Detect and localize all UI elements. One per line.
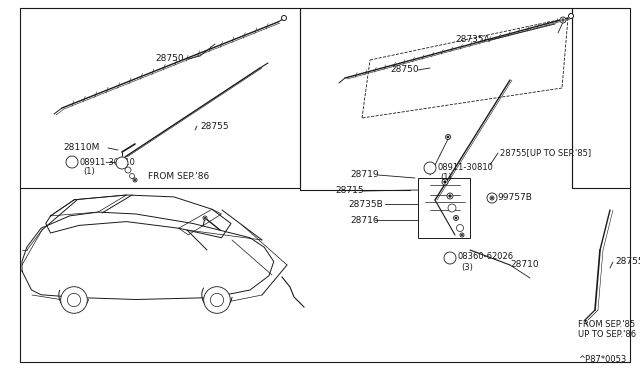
Text: 08911-30810: 08911-30810 <box>438 163 494 172</box>
Circle shape <box>444 181 446 183</box>
Circle shape <box>134 179 136 181</box>
Text: 28110M: 28110M <box>63 143 99 152</box>
Text: 28710: 28710 <box>510 260 539 269</box>
Circle shape <box>211 294 223 307</box>
Circle shape <box>203 216 207 220</box>
Text: 08360-62026: 08360-62026 <box>458 252 514 261</box>
Circle shape <box>204 217 206 219</box>
Circle shape <box>120 161 124 164</box>
Circle shape <box>487 193 497 203</box>
Circle shape <box>118 160 125 167</box>
Circle shape <box>116 157 128 169</box>
Text: FROM SEP.'85: FROM SEP.'85 <box>578 320 635 329</box>
Circle shape <box>125 167 131 173</box>
Text: N: N <box>428 166 432 170</box>
Text: 28755: 28755 <box>615 257 640 266</box>
Circle shape <box>460 233 464 237</box>
Circle shape <box>448 204 456 212</box>
Circle shape <box>282 16 287 20</box>
Text: 99757B: 99757B <box>497 193 532 202</box>
Text: UP TO SEP.'86: UP TO SEP.'86 <box>578 330 636 339</box>
Text: 28755: 28755 <box>200 122 228 131</box>
Circle shape <box>563 19 564 20</box>
Circle shape <box>449 195 451 198</box>
Circle shape <box>447 136 449 138</box>
Circle shape <box>461 234 463 236</box>
Circle shape <box>204 287 230 313</box>
Text: (3): (3) <box>461 263 473 272</box>
Circle shape <box>490 196 494 200</box>
Text: S: S <box>448 256 452 260</box>
Circle shape <box>424 162 436 174</box>
Circle shape <box>447 193 453 199</box>
Text: FROM SEP.'86: FROM SEP.'86 <box>148 172 209 181</box>
Text: 28750: 28750 <box>155 54 184 63</box>
Circle shape <box>454 215 458 221</box>
Circle shape <box>61 287 87 313</box>
Circle shape <box>562 19 564 21</box>
Circle shape <box>568 13 573 19</box>
Circle shape <box>442 179 448 185</box>
Text: 28750: 28750 <box>390 65 419 74</box>
Circle shape <box>444 252 456 264</box>
Circle shape <box>67 294 81 307</box>
Circle shape <box>456 224 463 231</box>
Text: 28735B: 28735B <box>348 200 383 209</box>
Text: (1): (1) <box>440 173 452 182</box>
Circle shape <box>129 173 134 179</box>
Circle shape <box>455 217 457 219</box>
Text: 08911-30810: 08911-30810 <box>80 158 136 167</box>
Circle shape <box>133 178 137 182</box>
Circle shape <box>445 135 451 140</box>
Text: (1): (1) <box>83 167 95 176</box>
Text: 28735A: 28735A <box>455 35 490 44</box>
Circle shape <box>560 17 566 23</box>
Text: 28755[UP TO SEP.'85]: 28755[UP TO SEP.'85] <box>500 148 591 157</box>
Text: ^P87*0053: ^P87*0053 <box>578 355 627 364</box>
Text: 28719: 28719 <box>350 170 379 179</box>
Text: 28715: 28715 <box>335 186 364 195</box>
Circle shape <box>491 197 493 199</box>
Text: 28716: 28716 <box>350 216 379 225</box>
Circle shape <box>66 156 78 168</box>
Text: N: N <box>70 160 74 164</box>
